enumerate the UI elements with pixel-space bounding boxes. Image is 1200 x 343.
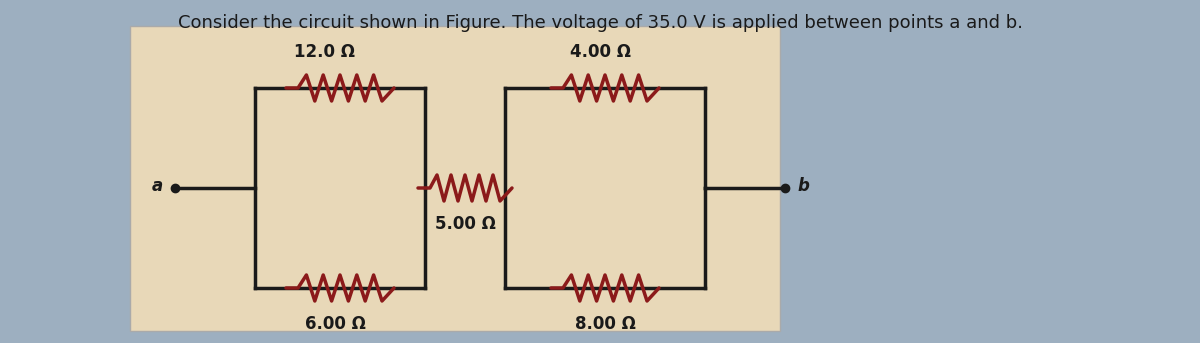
- Text: b: b: [797, 177, 809, 195]
- Text: 8.00 Ω: 8.00 Ω: [575, 315, 636, 333]
- Text: Consider the circuit shown in Figure. The voltage of 35.0 V is applied between p: Consider the circuit shown in Figure. Th…: [178, 14, 1022, 32]
- Text: 12.0 Ω: 12.0 Ω: [294, 43, 355, 61]
- Text: 4.00 Ω: 4.00 Ω: [570, 43, 630, 61]
- Text: 5.00 Ω: 5.00 Ω: [434, 215, 496, 233]
- Bar: [130, 26, 780, 331]
- Text: 6.00 Ω: 6.00 Ω: [305, 315, 366, 333]
- Text: a: a: [151, 177, 163, 195]
